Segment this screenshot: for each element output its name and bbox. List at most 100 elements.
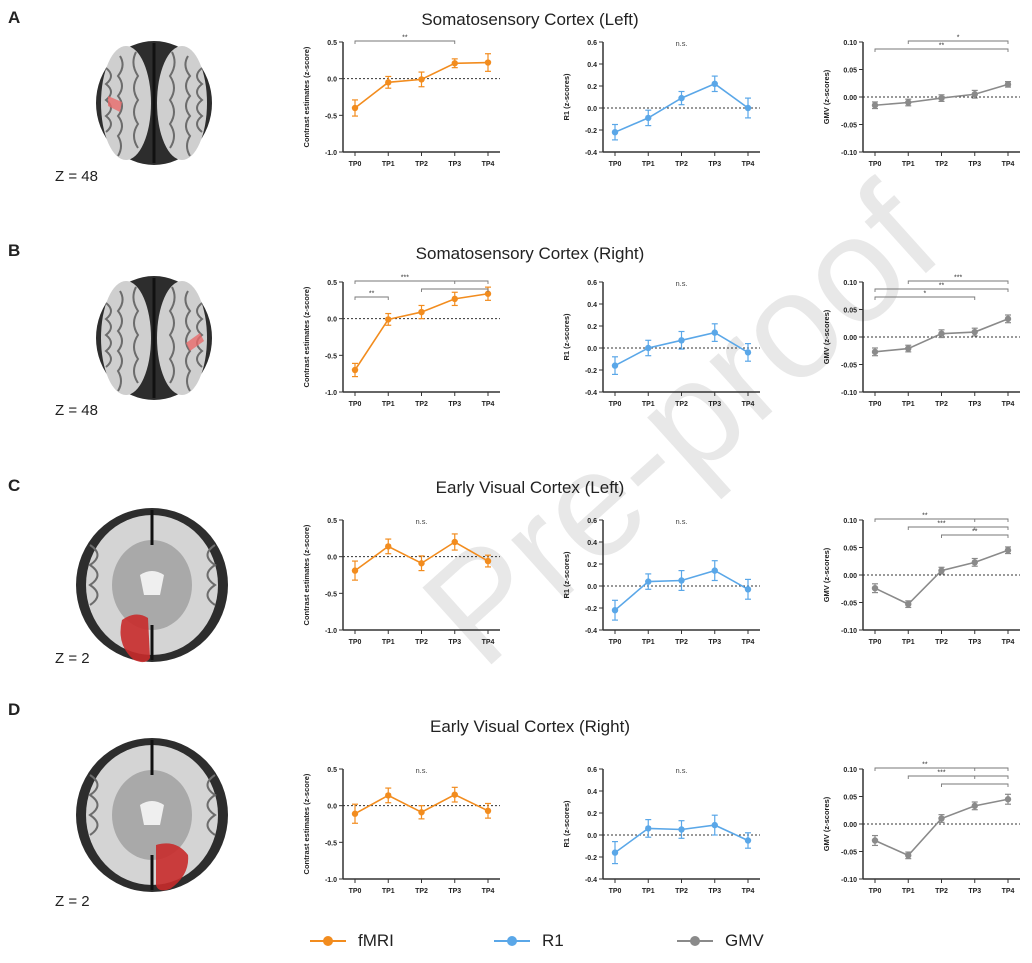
x-tick-label: TP3 [448, 161, 461, 168]
data-point [711, 567, 718, 574]
x-tick-label: TP1 [382, 161, 395, 168]
data-point [645, 114, 652, 122]
significance-bracket [354, 40, 456, 44]
data-point [645, 344, 652, 352]
x-tick-label: TP4 [482, 888, 495, 895]
data-point [1004, 315, 1012, 323]
y-tick-label: 0.2 [587, 324, 597, 331]
y-tick-label: -0.5 [325, 353, 337, 360]
x-tick-label: TP0 [609, 401, 622, 408]
x-tick-label: TP0 [609, 888, 622, 895]
legend-item-fmri: fMRI [308, 931, 394, 951]
y-tick-label: 0.00 [843, 573, 857, 580]
significance-stars: ** [402, 35, 408, 42]
y-tick-label: 0.4 [587, 540, 597, 547]
data-point [971, 559, 978, 566]
data-point [971, 802, 978, 810]
x-tick-label: TP4 [482, 639, 495, 646]
y-tick-label: -0.05 [841, 850, 857, 857]
y-tick-label: -0.10 [841, 628, 857, 635]
y-tick-label: 0.4 [587, 789, 597, 796]
data-point [711, 80, 718, 87]
y-tick-label: -0.05 [841, 363, 857, 370]
significance-bracket [874, 288, 1009, 292]
x-tick-label: TP2 [415, 401, 428, 408]
data-point [938, 330, 945, 337]
y-tick-label: 0.5 [327, 280, 337, 287]
y-tick-label: -0.10 [841, 877, 857, 884]
chart-d-gmv: 0.10 0.05 0.00 -0.05 -0.10 TP0 TP1 TP2 TP3 TP4 GMV… [822, 762, 1020, 895]
x-tick-label: TP2 [675, 888, 688, 895]
significance-stars: ** [939, 283, 945, 290]
y-tick-label: 0.10 [843, 40, 857, 47]
y-tick-label: -0.2 [585, 128, 597, 135]
series-line [874, 798, 1009, 857]
brain-image-c [76, 508, 228, 663]
x-tick-label: TP1 [902, 161, 915, 168]
chart-a-r1: 0.6 0.4 0.2 0.0 -0.2 -0.4 TP0 TP1 TP2 TP3 TP4 R1 (z… [562, 39, 760, 168]
significance-stars: ** [972, 529, 978, 536]
data-point [385, 543, 392, 550]
y-axis-label: Contrast estimates (z-score) [302, 773, 311, 874]
y-tick-label: 0.0 [587, 833, 597, 840]
significance-bracket-join [974, 775, 1009, 779]
data-point [711, 329, 718, 336]
y-tick-label: 0.0 [327, 804, 337, 811]
panel-title-d: Early Visual Cortex (Right) [430, 717, 630, 736]
y-tick-label: -0.2 [585, 606, 597, 613]
x-tick-label: TP2 [415, 888, 428, 895]
y-tick-label: -0.4 [585, 390, 597, 397]
data-point [484, 59, 492, 66]
x-tick-label: TP0 [349, 161, 362, 168]
data-point [1004, 547, 1012, 554]
significance-stars: *** [937, 521, 945, 528]
x-tick-label: TP0 [869, 401, 882, 408]
significance-bracket-join [974, 767, 1009, 771]
y-tick-label: 0.2 [587, 84, 597, 91]
significance-bracket [874, 767, 976, 771]
x-tick-label: TP1 [642, 401, 655, 408]
x-tick-label: TP3 [448, 888, 461, 895]
data-point [971, 91, 978, 98]
y-tick-label: -0.10 [841, 390, 857, 397]
significance-bracket-join [454, 280, 489, 284]
data-point [971, 328, 978, 336]
x-tick-label: TP1 [902, 639, 915, 646]
significance-bracket-join [974, 526, 1009, 530]
x-tick-label: TP3 [448, 639, 461, 646]
legend-label-r1: R1 [542, 931, 564, 950]
data-point [351, 810, 359, 817]
x-tick-label: TP1 [902, 888, 915, 895]
data-point [611, 607, 619, 614]
y-tick-label: 0.0 [327, 317, 337, 324]
chart-c-fmri: 0.5 0.0 -0.5 -1.0 TP0 TP1 TP2 TP3 TP4 Contrast es… [302, 517, 500, 646]
data-point [418, 809, 425, 816]
x-tick-label: TP0 [349, 639, 362, 646]
y-axis-label: Contrast estimates (z-score) [302, 46, 311, 147]
y-tick-label: 0.5 [327, 518, 337, 525]
data-point [905, 345, 912, 352]
panel-letter-d: D [8, 700, 21, 719]
data-point [938, 567, 945, 574]
significance-annotation: n.s. [675, 39, 687, 48]
z-label-d: Z = 2 [55, 893, 90, 910]
data-point [351, 104, 359, 112]
legend-marker-fmri [310, 936, 346, 946]
brain-image-b [96, 276, 212, 400]
significance-bracket [941, 534, 1009, 538]
x-tick-label: TP3 [968, 161, 981, 168]
y-tick-label: 0.10 [843, 767, 857, 774]
data-point [871, 585, 879, 592]
chart-d-fmri: 0.5 0.0 -0.5 -1.0 TP0 TP1 TP2 TP3 TP4 Contrast es… [302, 766, 500, 895]
x-tick-label: TP3 [968, 639, 981, 646]
x-tick-label: TP4 [742, 401, 755, 408]
data-point [744, 104, 752, 112]
data-point [678, 577, 685, 584]
legend-marker-gmv [677, 936, 713, 946]
z-label-a: Z = 48 [55, 168, 98, 185]
x-tick-label: TP0 [609, 161, 622, 168]
y-axis-label: GMV (z-scores) [822, 69, 831, 124]
x-tick-label: TP3 [708, 161, 721, 168]
data-point [744, 837, 752, 844]
brain-image-a [96, 41, 212, 165]
